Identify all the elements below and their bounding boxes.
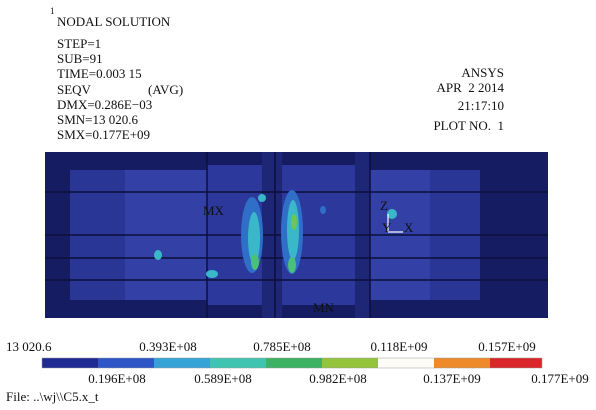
legend-label: 0.137E+09 — [423, 371, 481, 386]
contour-plot — [45, 152, 548, 318]
seqv: SEQV — [57, 82, 92, 97]
avg: (AVG) — [148, 82, 183, 97]
footer: File: ..\wj\\C5.x_t — [6, 389, 99, 404]
step: STEP=1 — [57, 36, 101, 51]
legend-label: 0.196E+08 — [88, 371, 146, 386]
date: APR 2 2014 — [436, 80, 504, 95]
mn-label: MN — [313, 300, 335, 315]
legend-label: 13 020.6 — [6, 339, 52, 354]
y-axis-label: Y — [382, 220, 392, 235]
legend-label: 0.393E+08 — [139, 339, 197, 354]
ansys-screen: 1 NODAL SOLUTION STEP=1 SUB=91 TIME=0.00… — [0, 0, 596, 410]
color-bar — [42, 358, 542, 368]
plot-marker: 1 — [50, 6, 55, 16]
legend-label: 0.589E+08 — [194, 371, 252, 386]
legend-label: 0.982E+08 — [309, 371, 367, 386]
legend-label: 0.118E+09 — [370, 339, 427, 354]
legend-label: 0.785E+08 — [253, 339, 311, 354]
x-axis-label: X — [404, 220, 414, 235]
time: TIME=0.003 15 — [57, 66, 142, 81]
title: NODAL SOLUTION — [57, 14, 171, 29]
sub: SUB=91 — [57, 51, 103, 66]
legend-label: 0.177E+09 — [531, 371, 589, 386]
mx-label: MX — [203, 203, 225, 218]
z-axis-label: Z — [380, 198, 388, 213]
clock: 21:17:10 — [458, 98, 504, 113]
smn: SMN=13 020.6 — [57, 112, 139, 127]
dmx: DMX=0.286E−03 — [57, 97, 152, 112]
smx: SMX=0.177E+09 — [57, 127, 150, 142]
product: ANSYS — [461, 65, 504, 80]
plot-number: PLOT NO. 1 — [433, 118, 504, 133]
legend-label: 0.157E+09 — [478, 339, 536, 354]
